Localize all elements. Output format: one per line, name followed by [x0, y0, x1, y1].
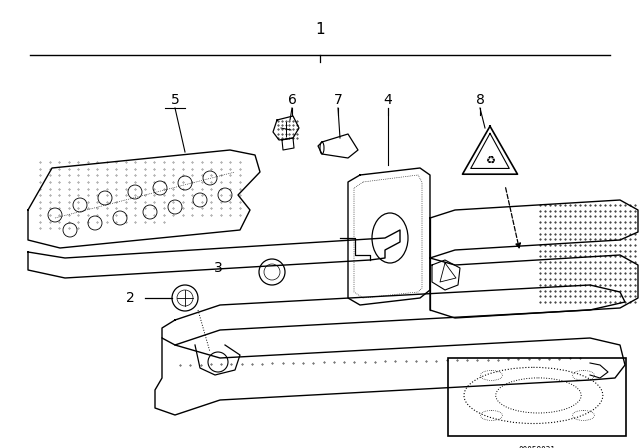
- Text: 7: 7: [333, 93, 342, 107]
- Text: 1: 1: [315, 22, 325, 38]
- Text: 00058031: 00058031: [518, 446, 556, 448]
- Text: 3: 3: [214, 261, 222, 275]
- Bar: [448, 358, 626, 436]
- Text: 5: 5: [171, 93, 179, 107]
- Text: 8: 8: [476, 93, 484, 107]
- Text: ♻: ♻: [485, 155, 495, 165]
- Text: 2: 2: [125, 291, 134, 305]
- Text: 6: 6: [287, 93, 296, 107]
- Text: 4: 4: [383, 93, 392, 107]
